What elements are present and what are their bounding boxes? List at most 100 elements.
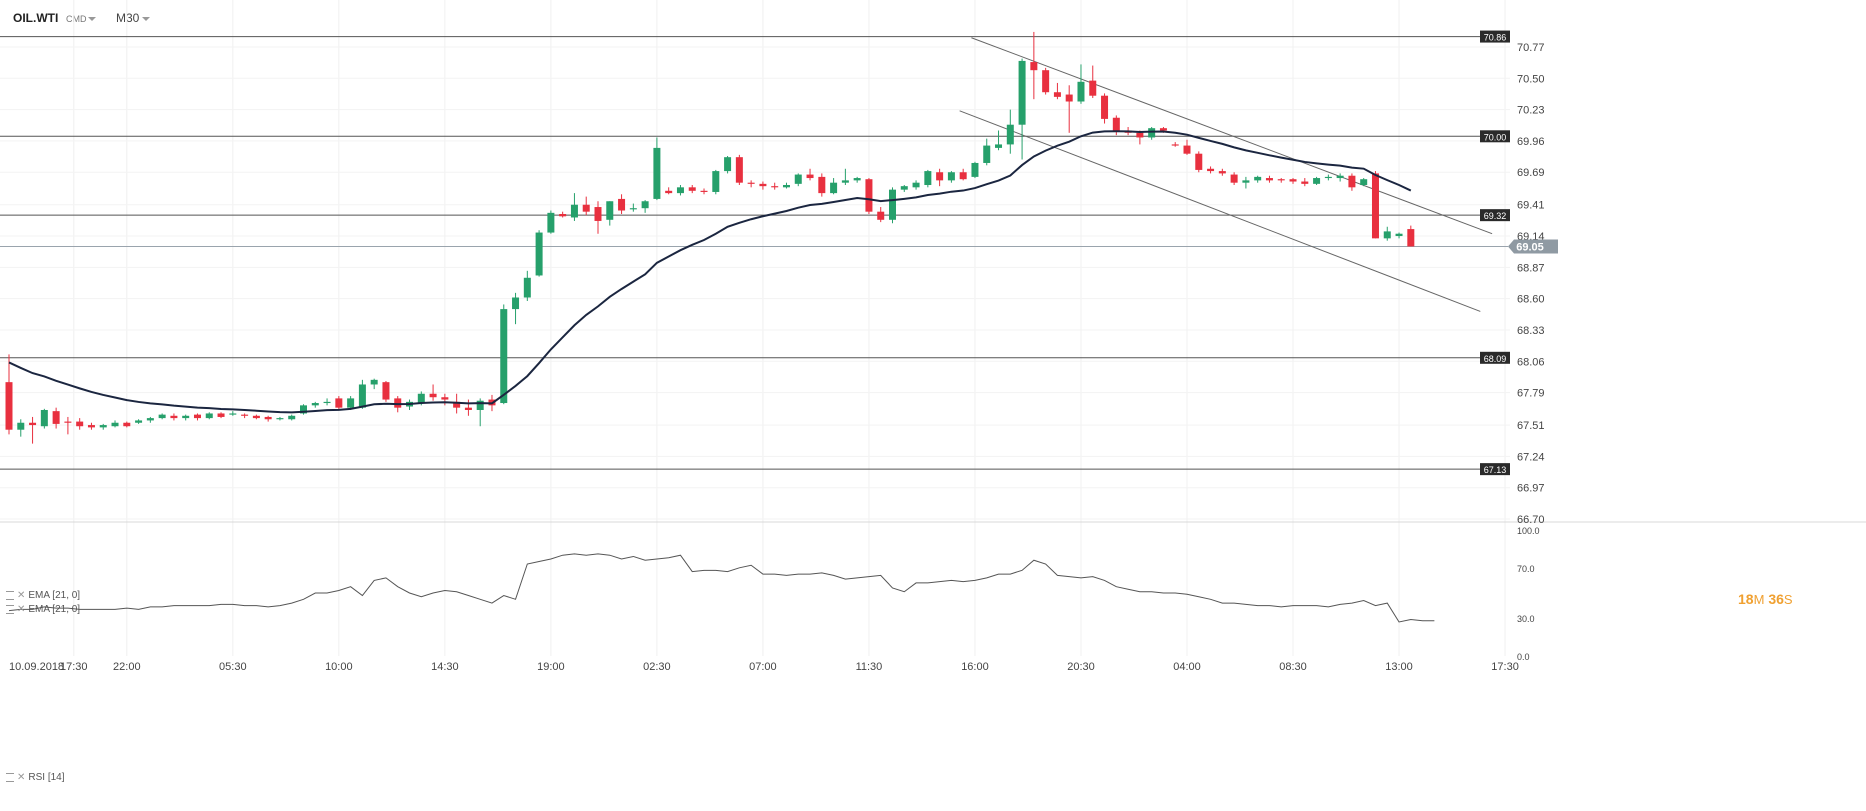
candle-body xyxy=(1053,92,1061,97)
time-tick-label: 16:00 xyxy=(961,661,989,673)
time-tick-label: 02:30 xyxy=(643,661,671,673)
symbol-label[interactable]: OIL.WTI xyxy=(13,11,59,25)
candle-body xyxy=(52,411,60,424)
candle-body xyxy=(724,157,732,172)
candle-body xyxy=(1218,171,1226,174)
candle-body xyxy=(335,398,343,408)
candle-body xyxy=(382,382,390,400)
ema-indicator-label-2[interactable]: ✕ EMA [21, 0] xyxy=(6,604,80,615)
candle-body xyxy=(547,212,555,233)
rsi-tick-label: 30.0 xyxy=(1517,614,1535,624)
price-tick-label: 70.50 xyxy=(1517,73,1545,85)
candle-body xyxy=(170,415,178,419)
close-icon[interactable]: ✕ xyxy=(17,590,26,601)
candle-body xyxy=(358,384,366,408)
price-tags: 70.86 70.00 69.32 68.09 67.13 69.05 xyxy=(1480,30,1558,476)
candle-body xyxy=(135,420,143,423)
candle-body xyxy=(947,172,955,181)
price-axis[interactable]: 70.7770.5070.2369.9669.6969.4169.1468.87… xyxy=(1517,42,1545,526)
list-icon xyxy=(6,772,14,782)
time-tick-label: 10:00 xyxy=(325,661,353,673)
candle-body xyxy=(5,382,13,430)
candle-body xyxy=(1301,181,1309,184)
price-tick-label: 67.24 xyxy=(1517,451,1545,463)
close-icon[interactable]: ✕ xyxy=(17,772,26,783)
candle-body xyxy=(665,190,673,194)
level-tag xyxy=(1480,209,1510,222)
candle-body xyxy=(1159,128,1167,131)
countdown-seconds: 36 xyxy=(1768,591,1784,607)
time-tick-label: 04:00 xyxy=(1173,661,1201,673)
candle-body xyxy=(971,162,979,177)
time-tick-label: 10.09.2018 xyxy=(9,661,64,673)
candle-body xyxy=(1018,60,1026,125)
candle-body xyxy=(1265,178,1273,181)
candle-body xyxy=(1195,153,1203,170)
level-tag xyxy=(1480,30,1510,43)
trend-line xyxy=(971,37,1493,235)
price-tick-label: 66.70 xyxy=(1517,514,1545,526)
candle-body xyxy=(347,398,355,408)
time-tick-label: 11:30 xyxy=(856,661,883,673)
rsi-indicator-label[interactable]: ✕ RSI [14] xyxy=(6,772,65,783)
candle-body xyxy=(264,416,272,420)
candles xyxy=(5,31,1415,444)
level-tag-text: 68.09 xyxy=(1484,354,1507,364)
candle-body xyxy=(1407,229,1415,247)
price-tick-label: 68.06 xyxy=(1517,356,1545,368)
candle-body xyxy=(29,422,37,426)
candle-body xyxy=(111,422,119,427)
price-tick-label: 68.87 xyxy=(1517,262,1545,274)
ema-indicator-label-1[interactable]: ✕ EMA [21, 0] xyxy=(6,590,80,601)
price-tick-label: 69.96 xyxy=(1517,136,1545,148)
time-tick-label: 22:00 xyxy=(113,661,141,673)
candle-body xyxy=(535,232,543,276)
rsi-tick-label: 100.0 xyxy=(1517,526,1540,536)
candle-body xyxy=(441,397,449,400)
grid-lines xyxy=(0,0,1866,656)
level-tag-text: 70.86 xyxy=(1484,33,1507,43)
candle-body xyxy=(618,198,626,211)
instrument-type-label[interactable]: CMD xyxy=(66,14,87,24)
candle-body xyxy=(1230,174,1238,183)
candle-body xyxy=(1383,231,1391,239)
candle-body xyxy=(323,401,331,404)
candle-body xyxy=(64,421,72,423)
trend-lines[interactable] xyxy=(959,37,1493,312)
timeframe-chevron-down-icon[interactable] xyxy=(142,17,150,21)
price-tick-label: 70.23 xyxy=(1517,105,1545,117)
time-tick-label: 17:30 xyxy=(60,661,88,673)
candle-body xyxy=(900,186,908,190)
price-tick-label: 66.97 xyxy=(1517,483,1545,495)
candle-body xyxy=(99,425,107,428)
ema-label-text: EMA [21, 0] xyxy=(28,604,81,615)
candle-body xyxy=(853,178,861,181)
candle-body xyxy=(229,413,237,415)
candle-body xyxy=(523,277,531,298)
close-icon[interactable]: ✕ xyxy=(17,604,26,615)
horizontal-levels[interactable] xyxy=(0,36,1508,470)
list-icon xyxy=(6,590,14,600)
candle-body xyxy=(241,414,249,416)
candle-body xyxy=(453,401,461,408)
candle-body xyxy=(594,207,602,221)
candle-body xyxy=(288,415,296,420)
candle-body xyxy=(1348,175,1356,188)
candle-body xyxy=(606,201,614,220)
candle-body xyxy=(1148,128,1156,138)
candle-body xyxy=(1360,179,1368,186)
instrument-type-chevron-down-icon[interactable] xyxy=(88,17,96,21)
price-tick-label: 69.41 xyxy=(1517,200,1545,212)
candle-body xyxy=(512,297,520,310)
countdown-min-unit: M xyxy=(1753,592,1765,607)
candle-body xyxy=(40,409,48,427)
time-tick-label: 20:30 xyxy=(1067,661,1095,673)
time-tick-label: 07:00 xyxy=(749,661,777,673)
candle-body xyxy=(877,211,885,220)
candle-body xyxy=(370,379,378,385)
timeframe-selector[interactable]: M30 xyxy=(116,11,140,25)
candle-body xyxy=(76,421,84,427)
candle-body xyxy=(676,187,684,194)
